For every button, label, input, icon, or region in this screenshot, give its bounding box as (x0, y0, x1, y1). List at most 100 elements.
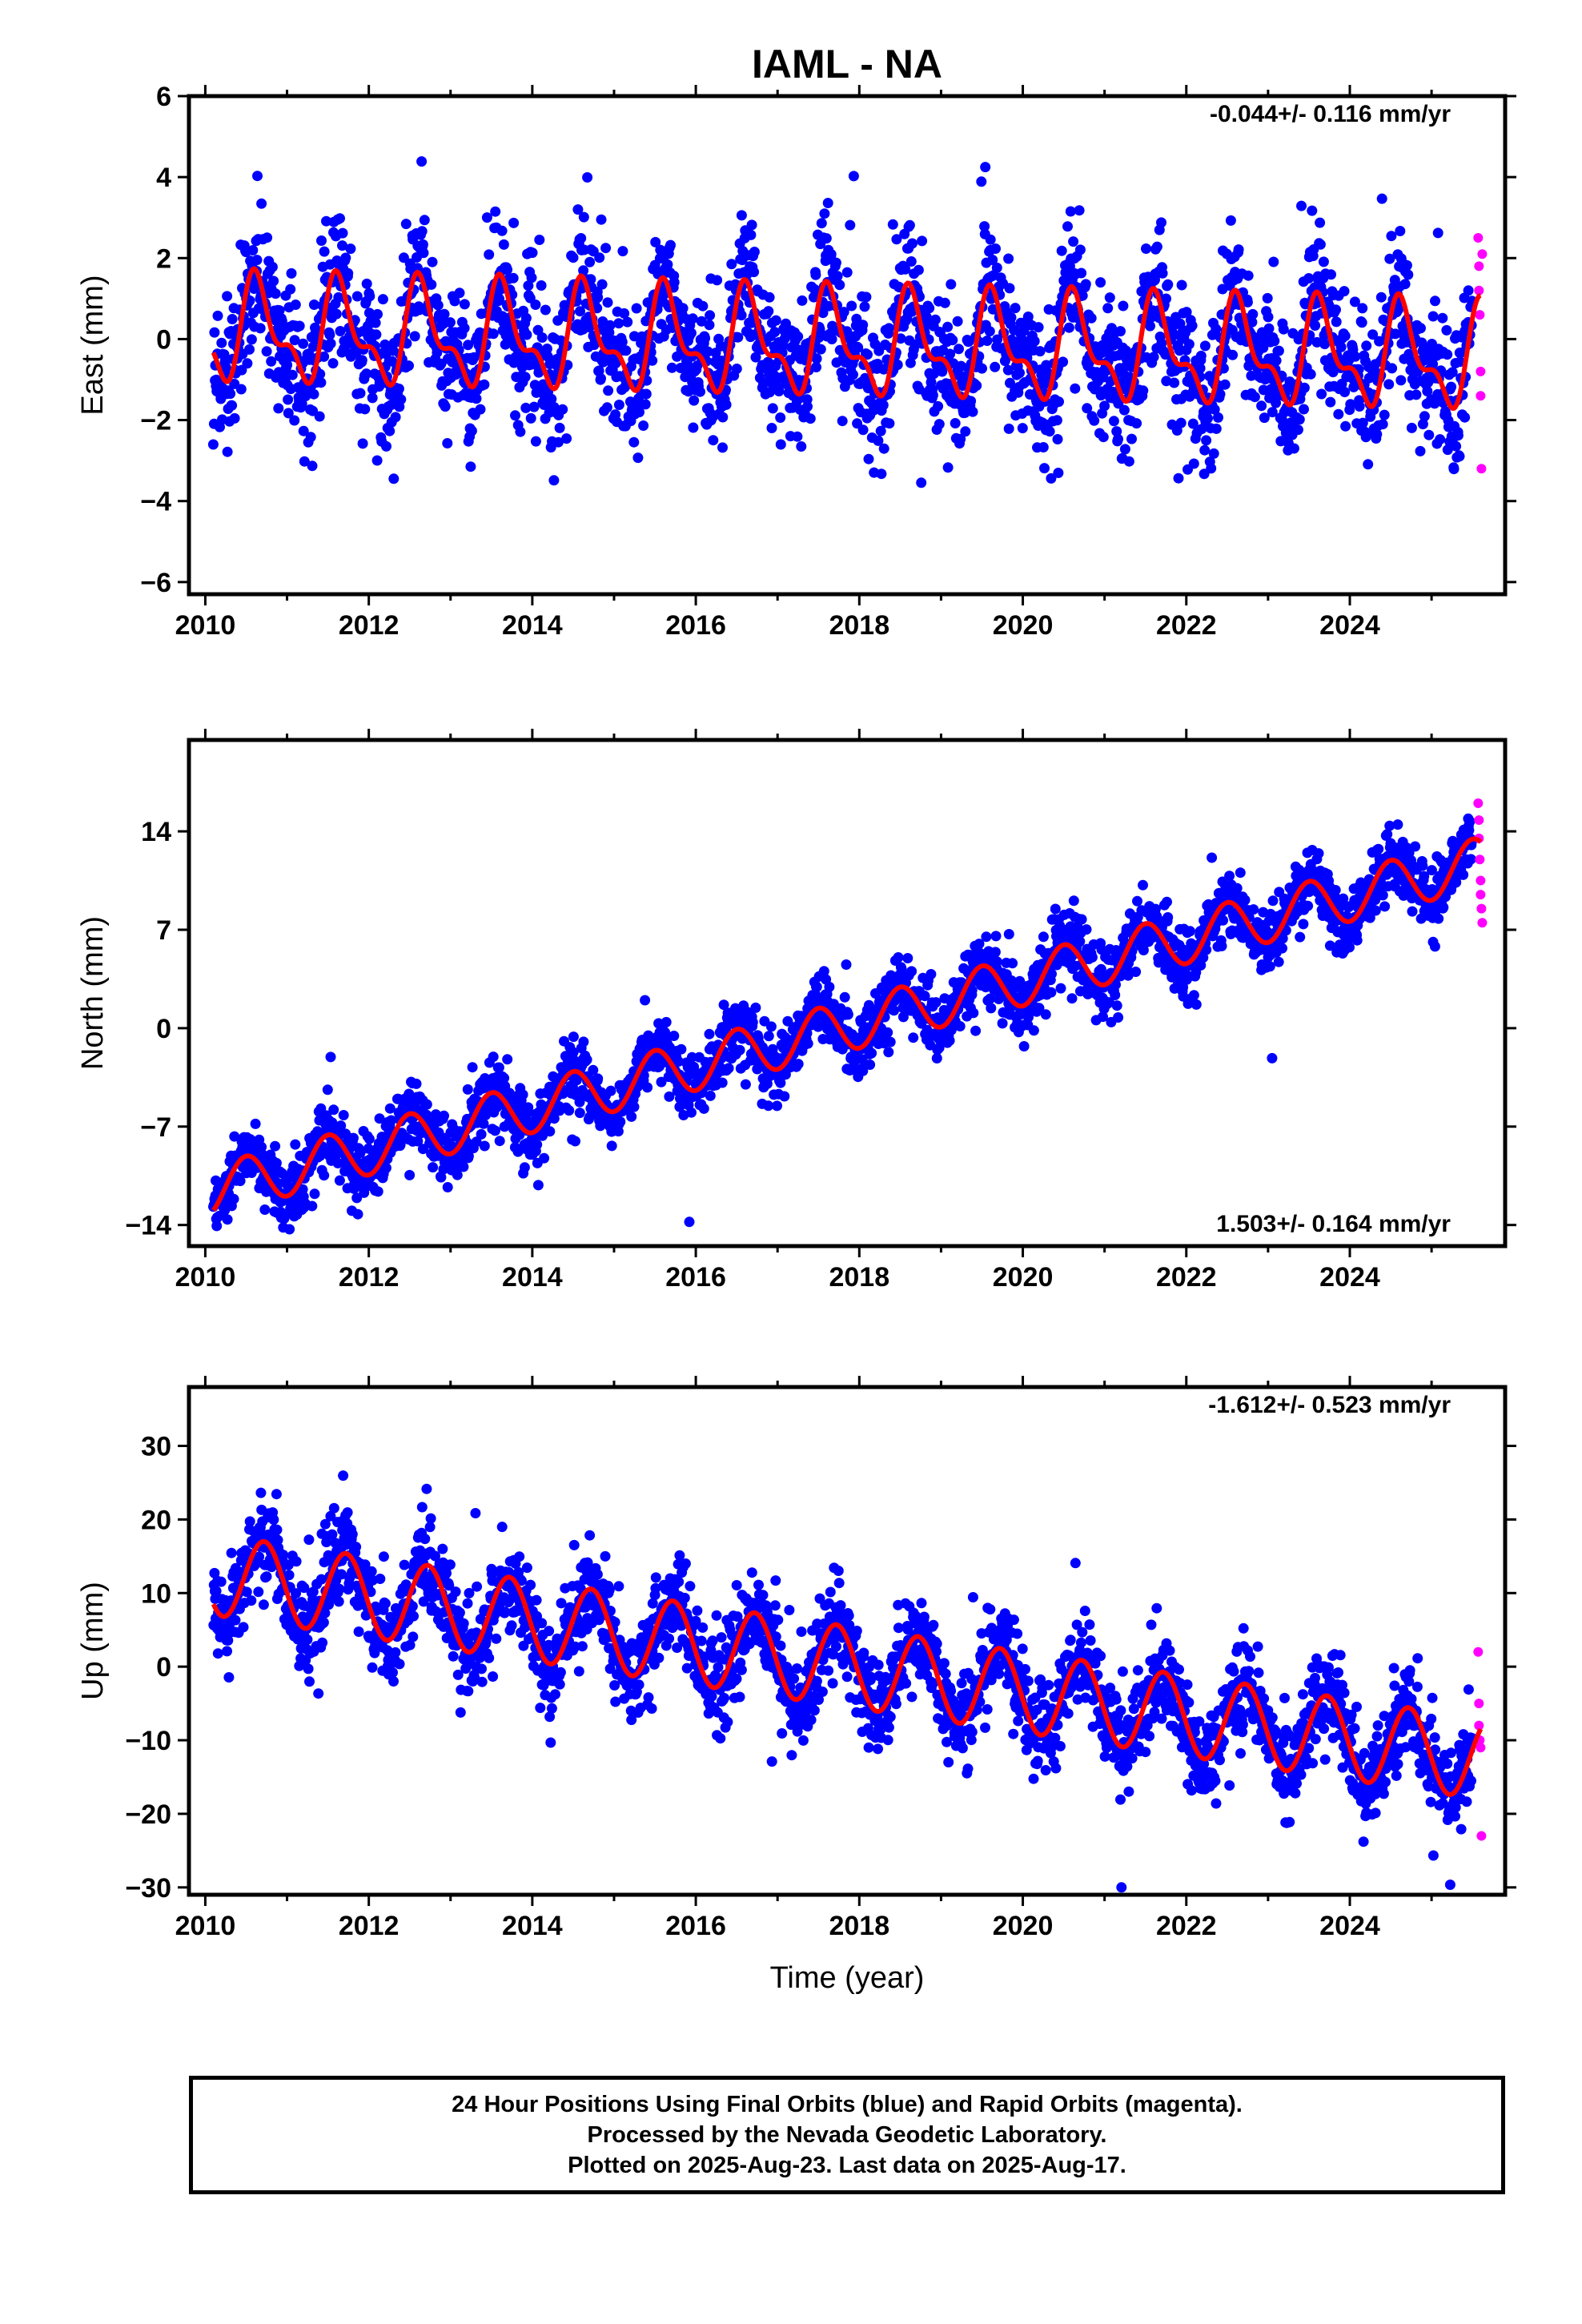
data-point (631, 303, 642, 314)
data-point (885, 1036, 896, 1047)
data-point (235, 1176, 246, 1187)
data-point (1089, 415, 1100, 426)
data-point (374, 1113, 385, 1124)
data-point (1319, 339, 1331, 350)
data-point (299, 456, 310, 467)
data-point (1162, 912, 1174, 923)
data-point (1361, 340, 1372, 352)
data-point (861, 292, 872, 303)
y-tick-label: −4 (140, 487, 171, 517)
data-point (976, 176, 987, 187)
data-point (527, 247, 538, 259)
data-point (666, 362, 677, 373)
data-point (1062, 221, 1073, 232)
data-point (564, 1105, 575, 1116)
data-point (337, 240, 347, 251)
data-point (1356, 317, 1367, 328)
data-point (841, 959, 852, 970)
data-point (628, 1101, 640, 1112)
data-point (821, 233, 832, 244)
data-point (432, 300, 444, 311)
data-point (1442, 349, 1453, 360)
data-point (1108, 416, 1119, 427)
data-point (991, 956, 1002, 967)
data-point (1454, 451, 1465, 462)
data-point (1017, 423, 1028, 434)
data-point (319, 1170, 330, 1181)
data-point (638, 420, 649, 431)
data-point (605, 1085, 616, 1096)
data-point (557, 404, 568, 415)
data-point (1074, 244, 1086, 255)
data-point (331, 308, 342, 320)
data-point (1130, 967, 1142, 977)
data-point (955, 433, 966, 444)
data-point (966, 396, 977, 407)
data-point (270, 1140, 281, 1152)
data-point (442, 1182, 453, 1192)
data-point (1345, 399, 1356, 410)
data-point (1029, 336, 1040, 347)
data-point (811, 362, 821, 372)
data-point (1423, 429, 1435, 440)
data-point (315, 1103, 327, 1114)
data-point (676, 1043, 687, 1055)
data-point (396, 394, 407, 405)
data-point (333, 292, 344, 303)
data-point (746, 219, 757, 231)
data-point (381, 440, 391, 452)
data-point (479, 1140, 490, 1152)
data-point (540, 304, 551, 316)
data-point (1335, 341, 1347, 352)
data-point (1175, 417, 1186, 428)
data-point (731, 364, 742, 374)
data-point (1208, 448, 1219, 459)
data-point (584, 322, 595, 333)
data-point (801, 1027, 813, 1039)
data-point (325, 1051, 336, 1063)
data-point (1126, 433, 1137, 444)
data-point (1183, 339, 1195, 350)
data-point (960, 426, 971, 437)
data-point (458, 1161, 469, 1172)
data-point (740, 1079, 751, 1090)
data-point (933, 400, 944, 412)
data-point (1350, 351, 1361, 362)
data-point (1028, 1025, 1039, 1036)
data-point (717, 442, 728, 453)
data-point (276, 316, 287, 327)
data-point (377, 294, 388, 305)
data-point (1006, 312, 1017, 323)
y-tick-label: 2 (156, 243, 171, 274)
data-point (805, 413, 816, 424)
data-point (815, 344, 826, 355)
data-point (1375, 292, 1387, 303)
data-point (1111, 1000, 1122, 1011)
data-point (883, 1047, 894, 1058)
data-point (261, 346, 272, 357)
data-point (919, 991, 930, 1002)
data-point (601, 402, 612, 413)
data-point (1141, 243, 1151, 254)
data-point (316, 235, 327, 246)
data-point (530, 300, 541, 310)
data-point (873, 435, 884, 446)
data-point (891, 234, 902, 245)
data-point (902, 953, 913, 963)
data-point (695, 386, 705, 397)
data-point (1023, 1011, 1034, 1023)
data-point (816, 218, 827, 229)
data-point (372, 1186, 383, 1197)
data-point (1452, 430, 1464, 441)
data-point (616, 336, 628, 348)
data-point (1046, 968, 1057, 979)
data-point (662, 259, 673, 270)
data-point (1339, 331, 1351, 341)
data-point (986, 1003, 997, 1014)
data-point (686, 1051, 697, 1063)
data-point (343, 267, 354, 279)
data-point (1199, 340, 1211, 352)
data-point (427, 256, 438, 267)
data-point (1034, 346, 1046, 357)
data-point (1419, 411, 1430, 422)
